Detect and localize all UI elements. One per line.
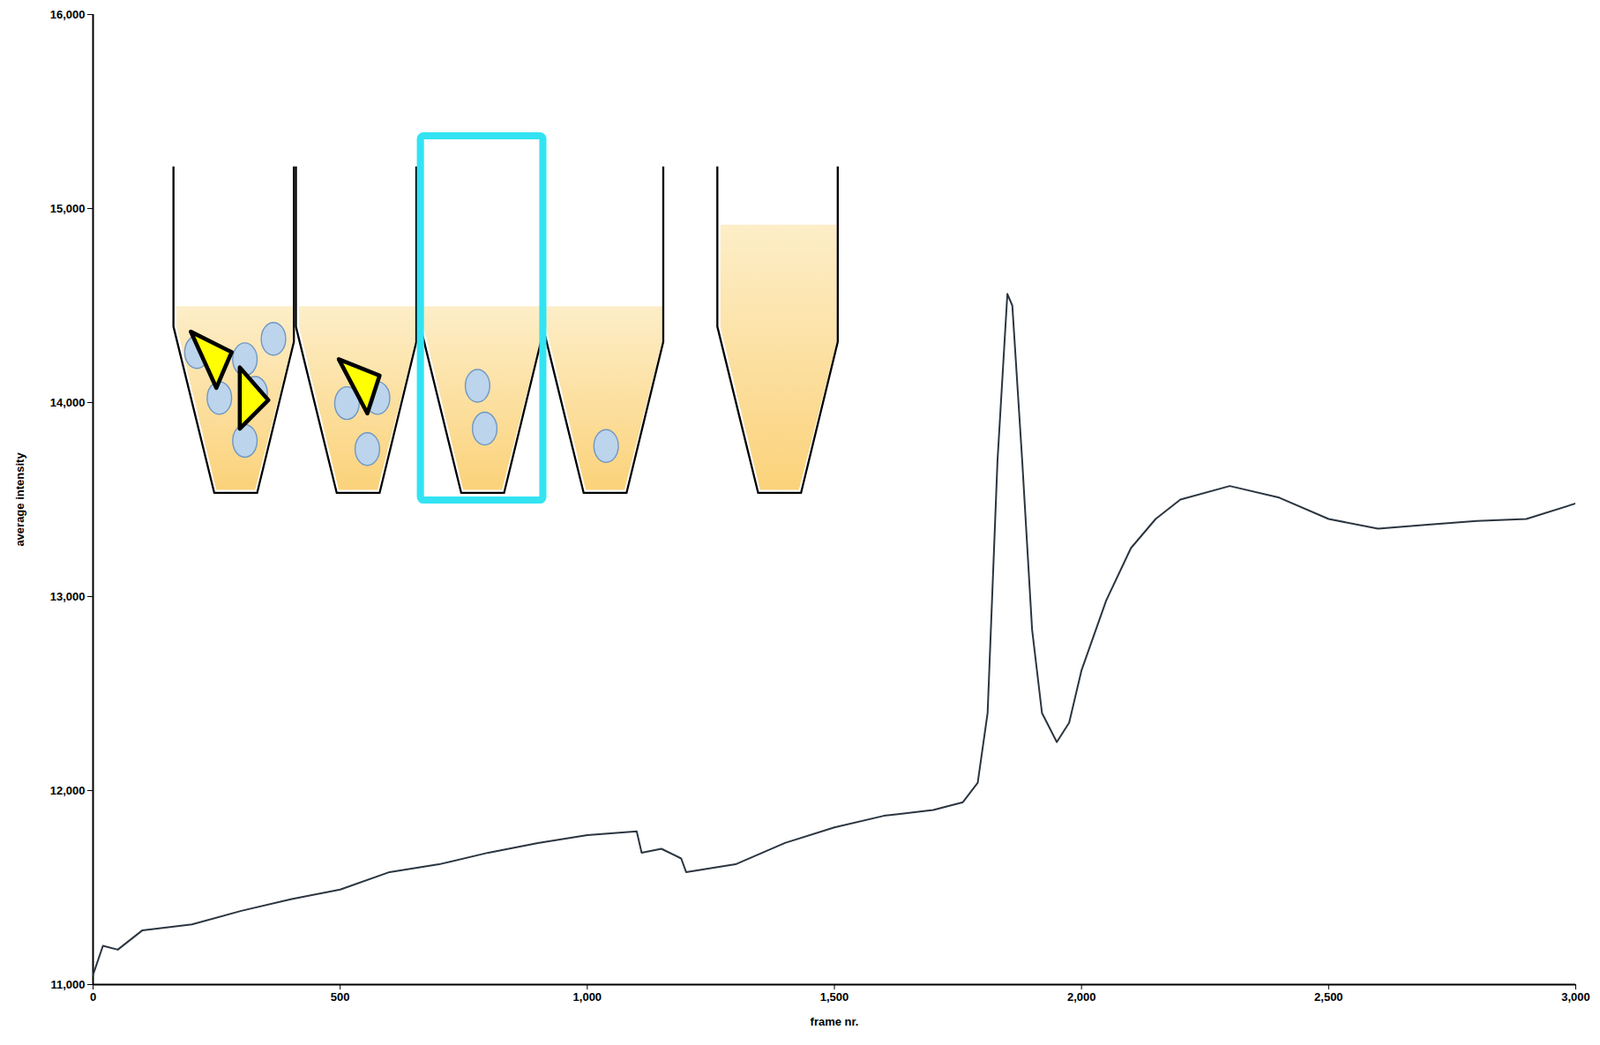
svg-text:13,000: 13,000 xyxy=(50,590,86,604)
svg-text:500: 500 xyxy=(330,990,351,1004)
svg-text:16,000: 16,000 xyxy=(50,7,86,22)
svg-text:2,500: 2,500 xyxy=(1314,990,1344,1004)
svg-text:3,000: 3,000 xyxy=(1561,990,1591,1004)
svg-text:average intensity: average intensity xyxy=(13,452,27,547)
svg-text:2,000: 2,000 xyxy=(1067,990,1097,1004)
svg-text:15,000: 15,000 xyxy=(50,201,86,216)
svg-text:frame nr.: frame nr. xyxy=(810,1015,860,1029)
svg-text:0: 0 xyxy=(89,990,97,1004)
svg-text:1,000: 1,000 xyxy=(573,990,603,1004)
svg-text:12,000: 12,000 xyxy=(50,784,86,798)
svg-text:11,000: 11,000 xyxy=(50,978,85,992)
svg-text:14,000: 14,000 xyxy=(50,396,86,410)
svg-text:1,500: 1,500 xyxy=(820,990,850,1004)
